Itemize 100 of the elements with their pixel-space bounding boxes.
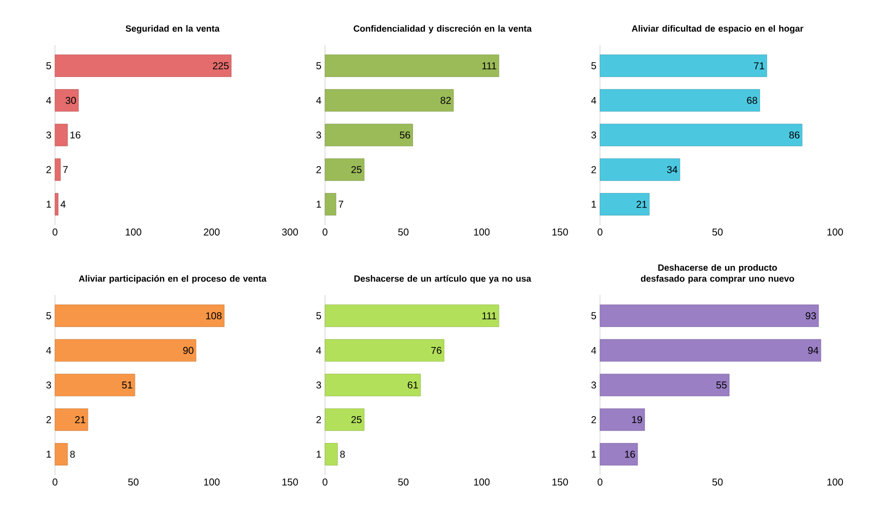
x-tick-label: 50 <box>712 228 723 236</box>
bar <box>600 124 802 146</box>
y-tick-label: 2 <box>46 166 51 174</box>
data-label: 4 <box>60 200 66 208</box>
bar <box>54 374 136 396</box>
bar <box>324 89 454 112</box>
y-tick-label: 3 <box>46 131 52 139</box>
bar <box>324 124 413 146</box>
data-label: 108 <box>206 312 222 320</box>
data-label: 94 <box>808 346 818 354</box>
y-tick-label: 1 <box>592 450 596 458</box>
x-tick-label: 100 <box>204 478 220 486</box>
data-label: 30 <box>66 96 76 104</box>
y-tick-label: 1 <box>46 200 51 208</box>
x-tick-label: 0 <box>322 478 328 486</box>
y-tick-label: 4 <box>316 96 322 104</box>
y-tick-label: 4 <box>316 346 322 354</box>
x-tick-label: 100 <box>474 228 490 236</box>
y-tick-label: 4 <box>591 96 596 104</box>
data-label: 86 <box>789 131 800 139</box>
x-tick-label: 0 <box>598 228 602 236</box>
x-tick-label: 100 <box>126 228 142 236</box>
y-tick-label: 3 <box>591 381 596 389</box>
bar <box>54 339 196 362</box>
bar <box>54 304 224 327</box>
bar <box>324 408 364 431</box>
data-label: 56 <box>400 131 410 139</box>
data-label: 90 <box>183 346 194 354</box>
x-tick-label: 150 <box>282 478 298 486</box>
bar <box>324 193 336 216</box>
data-label: 21 <box>75 416 86 424</box>
bar <box>54 124 68 146</box>
data-label: 7 <box>63 166 68 174</box>
chart-title: Seguridad en la venta <box>126 25 220 34</box>
bar <box>600 193 650 216</box>
data-label: 55 <box>716 382 727 388</box>
data-label: 8 <box>340 450 345 458</box>
x-tick-label: 0 <box>52 228 58 236</box>
y-tick-label: 3 <box>46 381 52 389</box>
y-tick-label: 5 <box>316 312 322 320</box>
x-tick-label: 50 <box>398 228 408 236</box>
bar <box>54 193 58 216</box>
y-tick-label: 1 <box>316 450 322 458</box>
data-label: 8 <box>70 450 75 458</box>
y-tick-label: 5 <box>591 62 596 70</box>
bar <box>54 443 68 466</box>
data-label: 71 <box>754 62 764 70</box>
y-tick-label: 1 <box>316 200 322 208</box>
x-tick-label: 0 <box>598 478 602 486</box>
y-tick-label: 4 <box>591 346 596 354</box>
x-tick-label: 50 <box>398 478 408 486</box>
y-tick-label: 5 <box>591 312 596 320</box>
x-tick-label: 300 <box>282 228 298 236</box>
data-label: 34 <box>667 166 678 174</box>
bar <box>54 89 79 112</box>
y-tick-label: 5 <box>46 62 52 70</box>
bar <box>54 408 88 431</box>
data-label: 25 <box>351 166 362 174</box>
bar <box>600 158 680 181</box>
x-tick-label: 150 <box>552 478 568 486</box>
bar <box>324 158 364 181</box>
chart-title: Aliviar participación en el proceso de venta <box>78 275 266 284</box>
bar <box>324 374 421 396</box>
y-tick-label: 2 <box>316 166 321 174</box>
bar <box>54 158 61 181</box>
data-label: 225 <box>212 62 229 70</box>
y-tick-label: 5 <box>46 312 52 320</box>
chart-title: Confidencialidad y discreción en la venta <box>354 25 532 34</box>
data-label: 111 <box>482 312 496 320</box>
bar <box>600 408 645 431</box>
bar <box>324 54 500 77</box>
x-tick-label: 0 <box>322 228 328 236</box>
bar <box>324 304 500 327</box>
y-tick-label: 3 <box>316 381 322 389</box>
x-tick-label: 100 <box>827 478 843 486</box>
y-tick-label: 2 <box>316 416 321 424</box>
x-tick-label: 200 <box>204 228 220 236</box>
y-tick-label: 4 <box>46 96 52 104</box>
x-tick-label: 100 <box>474 478 490 486</box>
data-label: 25 <box>351 416 362 424</box>
y-tick-label: 2 <box>591 166 596 174</box>
y-tick-label: 1 <box>46 450 51 458</box>
bar <box>54 54 232 77</box>
y-tick-label: 1 <box>592 200 596 208</box>
x-tick-label: 0 <box>52 478 58 486</box>
bar <box>324 443 338 466</box>
x-tick-label: 50 <box>712 478 723 486</box>
y-tick-label: 3 <box>316 131 322 139</box>
chart-title: Deshacerse de un producto desfasado para comprar uno nuevo <box>640 264 794 284</box>
data-label: 16 <box>625 450 635 458</box>
bar <box>600 89 760 112</box>
data-label: 111 <box>482 62 496 70</box>
x-tick-label: 100 <box>827 228 843 236</box>
data-label: 7 <box>338 200 344 208</box>
bar <box>600 374 730 396</box>
y-tick-label: 2 <box>46 416 51 424</box>
bar <box>600 304 819 327</box>
y-tick-label: 3 <box>591 131 596 139</box>
bar <box>600 54 768 77</box>
x-tick-label: 50 <box>128 478 138 486</box>
